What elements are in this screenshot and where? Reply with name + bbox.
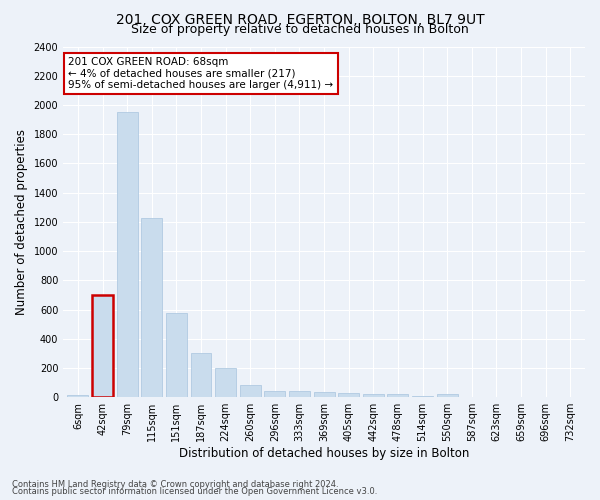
Bar (265, 390, 286, 397)
Bar (388, 394, 409, 397)
Y-axis label: Number of detached properties: Number of detached properties (15, 129, 28, 315)
Text: 201 COX GREEN ROAD: 68sqm
← 4% of detached houses are smaller (217)
95% of semi-: 201 COX GREEN ROAD: 68sqm ← 4% of detach… (68, 57, 334, 90)
Bar (191, 352, 211, 397)
Text: Contains public sector information licensed under the Open Government Licence v3: Contains public sector information licen… (12, 487, 377, 496)
Bar (314, 392, 335, 397)
Text: Contains HM Land Registry data © Crown copyright and database right 2024.: Contains HM Land Registry data © Crown c… (12, 480, 338, 489)
Bar (142, 218, 162, 397)
Bar (437, 394, 458, 397)
Text: 201, COX GREEN ROAD, EGERTON, BOLTON, BL7 9UT: 201, COX GREEN ROAD, EGERTON, BOLTON, BL… (116, 12, 484, 26)
X-axis label: Distribution of detached houses by size in Bolton: Distribution of detached houses by size … (179, 447, 469, 460)
Bar (338, 393, 359, 397)
Bar (289, 392, 310, 397)
Text: Size of property relative to detached houses in Bolton: Size of property relative to detached ho… (131, 22, 469, 36)
Bar (215, 368, 236, 397)
Bar (166, 313, 187, 397)
Bar (412, 396, 433, 397)
Bar (117, 112, 137, 397)
Bar (363, 394, 384, 397)
Bar (67, 395, 88, 397)
Bar (92, 295, 113, 397)
Bar (240, 385, 261, 397)
